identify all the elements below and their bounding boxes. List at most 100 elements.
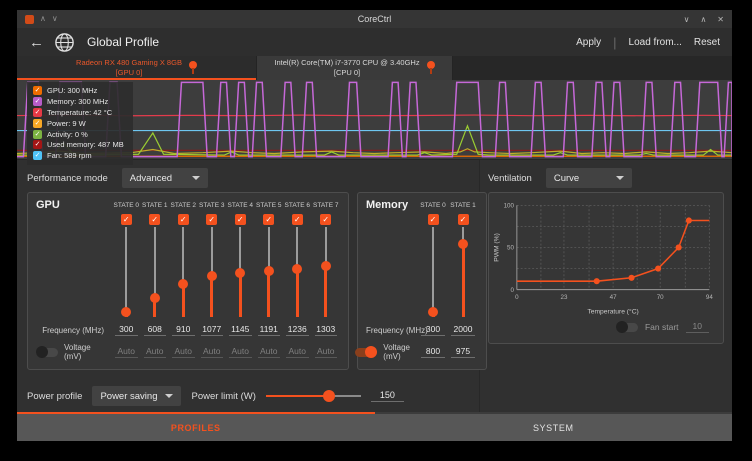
- frequency-slider[interactable]: [206, 227, 217, 317]
- slider-handle[interactable]: [263, 266, 274, 277]
- voltage-value[interactable]: 975: [451, 346, 475, 358]
- shade-icon[interactable]: ∨: [51, 14, 58, 23]
- fan-start-row: Fan start 10: [491, 319, 717, 333]
- legend-label: Used memory: 487 MB: [47, 140, 124, 150]
- slider-handle[interactable]: [149, 292, 160, 303]
- slider-handle[interactable]: [320, 260, 331, 271]
- device-tab-label: Radeon RX 480 Gaming X 8GB [GPU 0]: [76, 58, 182, 78]
- slider-handle[interactable]: [178, 279, 189, 290]
- apply-button[interactable]: Apply: [576, 36, 602, 48]
- slider-track: [432, 227, 434, 317]
- state-checkbox-cell: ✓: [198, 213, 227, 225]
- slider-fill: [181, 283, 185, 317]
- slider-handle[interactable]: [292, 264, 303, 275]
- power-limit-value[interactable]: 150: [370, 390, 404, 402]
- frequency-slider[interactable]: [428, 227, 438, 317]
- voltage-value[interactable]: 800: [421, 346, 445, 358]
- frequency-row-label: Frequency (MHz): [42, 325, 104, 335]
- slider-handle[interactable]: [322, 390, 335, 402]
- frequency-value[interactable]: 300: [421, 324, 445, 336]
- state-checkbox-cell: ✓: [448, 213, 478, 225]
- legend-checkbox[interactable]: ✓: [33, 86, 42, 96]
- svg-text:0: 0: [515, 294, 519, 301]
- frequency-value[interactable]: 2000: [451, 324, 475, 336]
- device-tab-1[interactable]: Intel(R) Core(TM) i7-3770 CPU @ 3.40GHz[…: [257, 56, 453, 80]
- ventilation-label: Ventilation: [488, 172, 532, 184]
- state-checkbox[interactable]: ✓: [457, 213, 469, 225]
- frequency-slider[interactable]: [458, 227, 468, 317]
- voltage-toggle[interactable]: [355, 346, 378, 358]
- box-title: Memory: [366, 199, 409, 211]
- frequency-slider[interactable]: [178, 227, 189, 317]
- frequency-value[interactable]: 1191: [257, 324, 280, 336]
- state-checkbox[interactable]: ✓: [206, 213, 218, 225]
- frequency-slider[interactable]: [292, 227, 303, 317]
- legend-checkbox[interactable]: ✓: [33, 107, 42, 117]
- legend-checkbox[interactable]: ✓: [33, 151, 42, 161]
- performance-mode-dropdown[interactable]: Advanced: [121, 168, 208, 188]
- state-checkbox[interactable]: ✓: [291, 213, 303, 225]
- voltage-toggle[interactable]: [36, 346, 58, 358]
- legend-checkbox[interactable]: ✓: [33, 140, 42, 150]
- frequency-slider[interactable]: [235, 227, 246, 317]
- bottom-tab-bar: PROFILES SYSTEM: [17, 412, 732, 441]
- box-title: GPU: [36, 199, 60, 211]
- slider-handle[interactable]: [235, 268, 246, 279]
- frequency-value[interactable]: 1303: [314, 324, 337, 336]
- minimize-button[interactable]: ∨: [683, 14, 690, 24]
- frequency-slider[interactable]: [320, 227, 331, 317]
- window-title: CoreCtrl: [357, 14, 392, 24]
- legend-checkbox[interactable]: ✓: [33, 97, 42, 107]
- frequency-slider[interactable]: [121, 227, 132, 317]
- fan-start-toggle[interactable]: [615, 321, 638, 333]
- legend-checkbox[interactable]: ✓: [33, 129, 42, 139]
- titlebar: ∧ ∨ CoreCtrl ∨ ∧ ✕: [17, 10, 732, 28]
- monitor-graph: ✓ GPU: 300 MHz ✓ Memory: 300 MHz ✓ Temperatur…: [17, 80, 732, 165]
- ventilation-row: Ventilation Curve: [488, 164, 724, 192]
- frequency-slider[interactable]: [149, 227, 160, 317]
- slider-fill: [267, 270, 271, 317]
- power-profile-dropdown[interactable]: Power saving: [92, 386, 182, 406]
- frequency-value[interactable]: 300: [115, 324, 138, 336]
- toggle-knob: [36, 346, 48, 358]
- slider-handle[interactable]: [458, 239, 468, 249]
- frequency-value[interactable]: 1077: [200, 324, 223, 336]
- reset-button[interactable]: Reset: [693, 36, 720, 48]
- state-checkbox[interactable]: ✓: [263, 213, 275, 225]
- back-button[interactable]: ←: [29, 33, 44, 51]
- power-limit-slider[interactable]: [265, 390, 361, 402]
- legend-checkbox[interactable]: ✓: [33, 118, 42, 128]
- state-checkbox-cell: ✓: [226, 213, 255, 225]
- slider-handle[interactable]: [428, 307, 438, 317]
- state-checkbox[interactable]: ✓: [427, 213, 439, 225]
- state-slider-cell: [448, 227, 478, 319]
- ventilation-mode-dropdown[interactable]: Curve: [545, 168, 632, 188]
- state-checkbox[interactable]: ✓: [149, 213, 161, 225]
- frequency-value[interactable]: 910: [172, 324, 195, 336]
- state-checkbox[interactable]: ✓: [177, 213, 189, 225]
- device-tab-0[interactable]: Radeon RX 480 Gaming X 8GB [GPU 0]: [17, 56, 257, 80]
- slider-handle[interactable]: [206, 271, 217, 282]
- app-icon: [25, 14, 34, 24]
- state-checkbox[interactable]: ✓: [320, 213, 332, 225]
- frequency-value[interactable]: 1145: [229, 324, 252, 336]
- state-checkbox[interactable]: ✓: [234, 213, 246, 225]
- bottom-tab-profiles[interactable]: PROFILES: [17, 412, 375, 441]
- close-button[interactable]: ✕: [717, 14, 724, 24]
- bottom-tab-system[interactable]: SYSTEM: [374, 412, 732, 441]
- device-id: [GPU 0]: [115, 68, 143, 77]
- frequency-slider[interactable]: [263, 227, 274, 317]
- state-label: STATE 7: [313, 201, 339, 209]
- slider-fill: [210, 275, 214, 317]
- slider-fill: [295, 268, 299, 317]
- state-checkbox[interactable]: ✓: [120, 213, 132, 225]
- frequency-value[interactable]: 608: [143, 324, 166, 336]
- content-area: Performance mode Advanced GPU STATE 0 STAT…: [17, 160, 732, 412]
- keep-above-icon[interactable]: ∧: [40, 14, 46, 23]
- frequency-value[interactable]: 1236: [286, 324, 309, 336]
- slider-handle[interactable]: [121, 307, 132, 317]
- load-from-button[interactable]: Load from...: [628, 36, 682, 48]
- svg-text:70: 70: [657, 294, 664, 301]
- maximize-button[interactable]: ∧: [700, 14, 707, 24]
- fan-curve-chart[interactable]: 0 23 47 70 94 0 50 100 Temperature (°C) PWM (%): [491, 197, 717, 319]
